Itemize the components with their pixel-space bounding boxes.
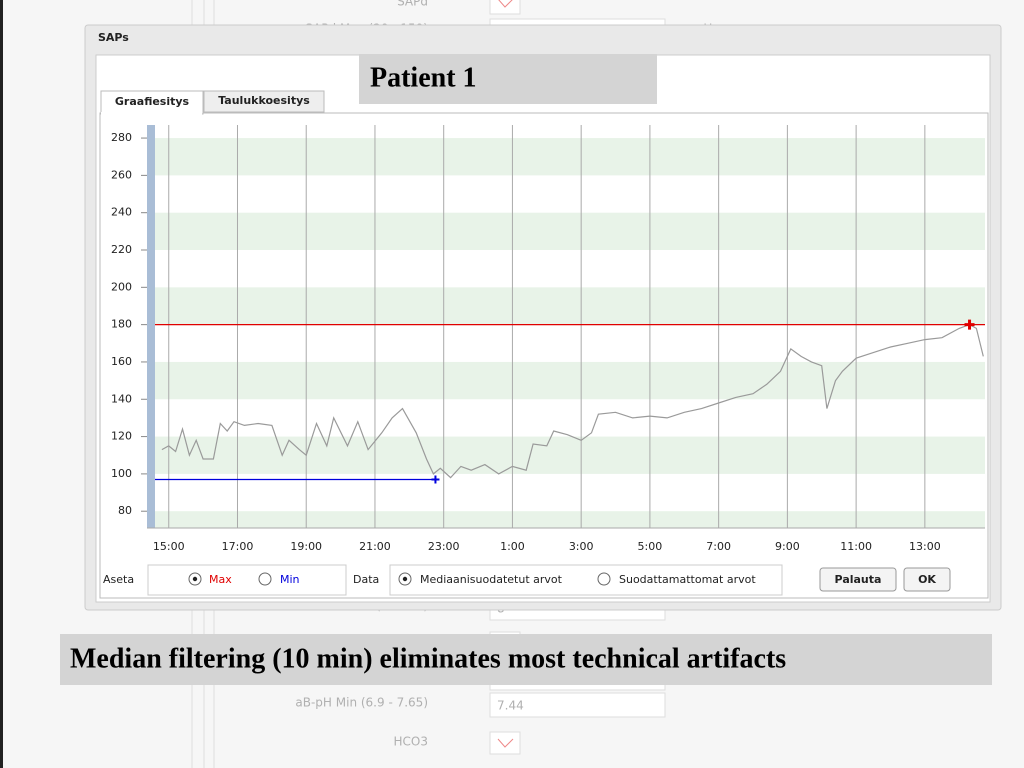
caption: Median filtering (10 min) eliminates mos… <box>70 643 786 674</box>
y-tick-label: 240 <box>111 206 132 219</box>
x-tick-label: 9:00 <box>775 540 800 553</box>
band <box>155 212 985 251</box>
radio[interactable] <box>258 572 272 586</box>
x-tick-label: 21:00 <box>359 540 391 553</box>
y-tick-label: 140 <box>111 392 132 405</box>
radio-label[interactable]: Mediaanisuodatetut arvot <box>420 573 563 586</box>
min-marker <box>431 475 440 484</box>
max-marker <box>964 319 975 330</box>
dialog-title: SAPs <box>98 31 129 44</box>
band <box>155 511 985 528</box>
banner-text: Patient 1 <box>370 62 477 93</box>
form-label: SAPd <box>397 0 428 9</box>
x-tick-label: 7:00 <box>706 540 731 553</box>
form-input <box>489 692 666 718</box>
band <box>155 138 985 176</box>
y-tick-label: 260 <box>111 168 132 181</box>
radio-label[interactable]: Min <box>280 573 300 586</box>
form-icon <box>489 731 521 755</box>
button-label[interactable]: OK <box>918 573 936 586</box>
set-label: Aseta <box>103 573 134 586</box>
radio-label[interactable]: Max <box>209 573 232 586</box>
x-tick-label: 13:00 <box>909 540 941 553</box>
form-value: 7.44 <box>497 699 524 713</box>
button-label[interactable]: Palauta <box>835 573 882 586</box>
y-tick-label: 80 <box>118 504 132 517</box>
x-tick-label: 15:00 <box>153 540 185 553</box>
x-tick-label: 3:00 <box>569 540 594 553</box>
tab-label[interactable]: Taulukkoesitys <box>218 94 310 107</box>
series-line <box>161 323 984 479</box>
form-label: aB-pH Min (6.9 - 7.65) <box>295 696 428 710</box>
tab-join <box>101 112 202 115</box>
axis-bar <box>147 125 155 528</box>
x-tick-label: 23:00 <box>428 540 460 553</box>
band <box>155 287 985 325</box>
caption-box <box>60 634 992 685</box>
band <box>155 361 985 400</box>
radio-label[interactable]: Suodattamattomat arvot <box>619 573 756 586</box>
tab-label[interactable]: Graafiesitys <box>115 95 190 108</box>
button[interactable] <box>903 567 951 592</box>
chart: 80 100 120 140 160 180 200 220 240 260 280 15:00 17:… <box>111 125 985 553</box>
y-tick-label: 120 <box>111 430 132 443</box>
tab[interactable] <box>203 90 325 113</box>
form-icon-mark <box>498 0 513 8</box>
y-tick-label: 160 <box>111 355 132 368</box>
form-icon-mark <box>497 738 514 748</box>
button[interactable] <box>819 567 897 592</box>
y-tick-label: 280 <box>111 131 132 144</box>
y-tick-label: 100 <box>111 467 132 480</box>
radio[interactable] <box>597 572 611 586</box>
y-tick-label: 220 <box>111 243 132 256</box>
radio-dot <box>192 576 198 582</box>
radio-dot <box>402 576 408 582</box>
y-tick-label: 180 <box>111 318 132 331</box>
left-edge <box>0 0 3 768</box>
x-tick-label: 11:00 <box>840 540 872 553</box>
x-tick-label: 1:00 <box>500 540 525 553</box>
data-label: Data <box>353 573 379 586</box>
data-group <box>389 564 783 596</box>
x-tick-label: 5:00 <box>638 540 663 553</box>
x-tick-label: 19:00 <box>290 540 322 553</box>
form-label: HCO3 <box>394 735 428 749</box>
y-tick-label: 200 <box>111 280 132 293</box>
banner <box>359 54 657 104</box>
band <box>155 436 985 474</box>
set-group <box>147 564 347 596</box>
x-tick-label: 17:00 <box>222 540 254 553</box>
